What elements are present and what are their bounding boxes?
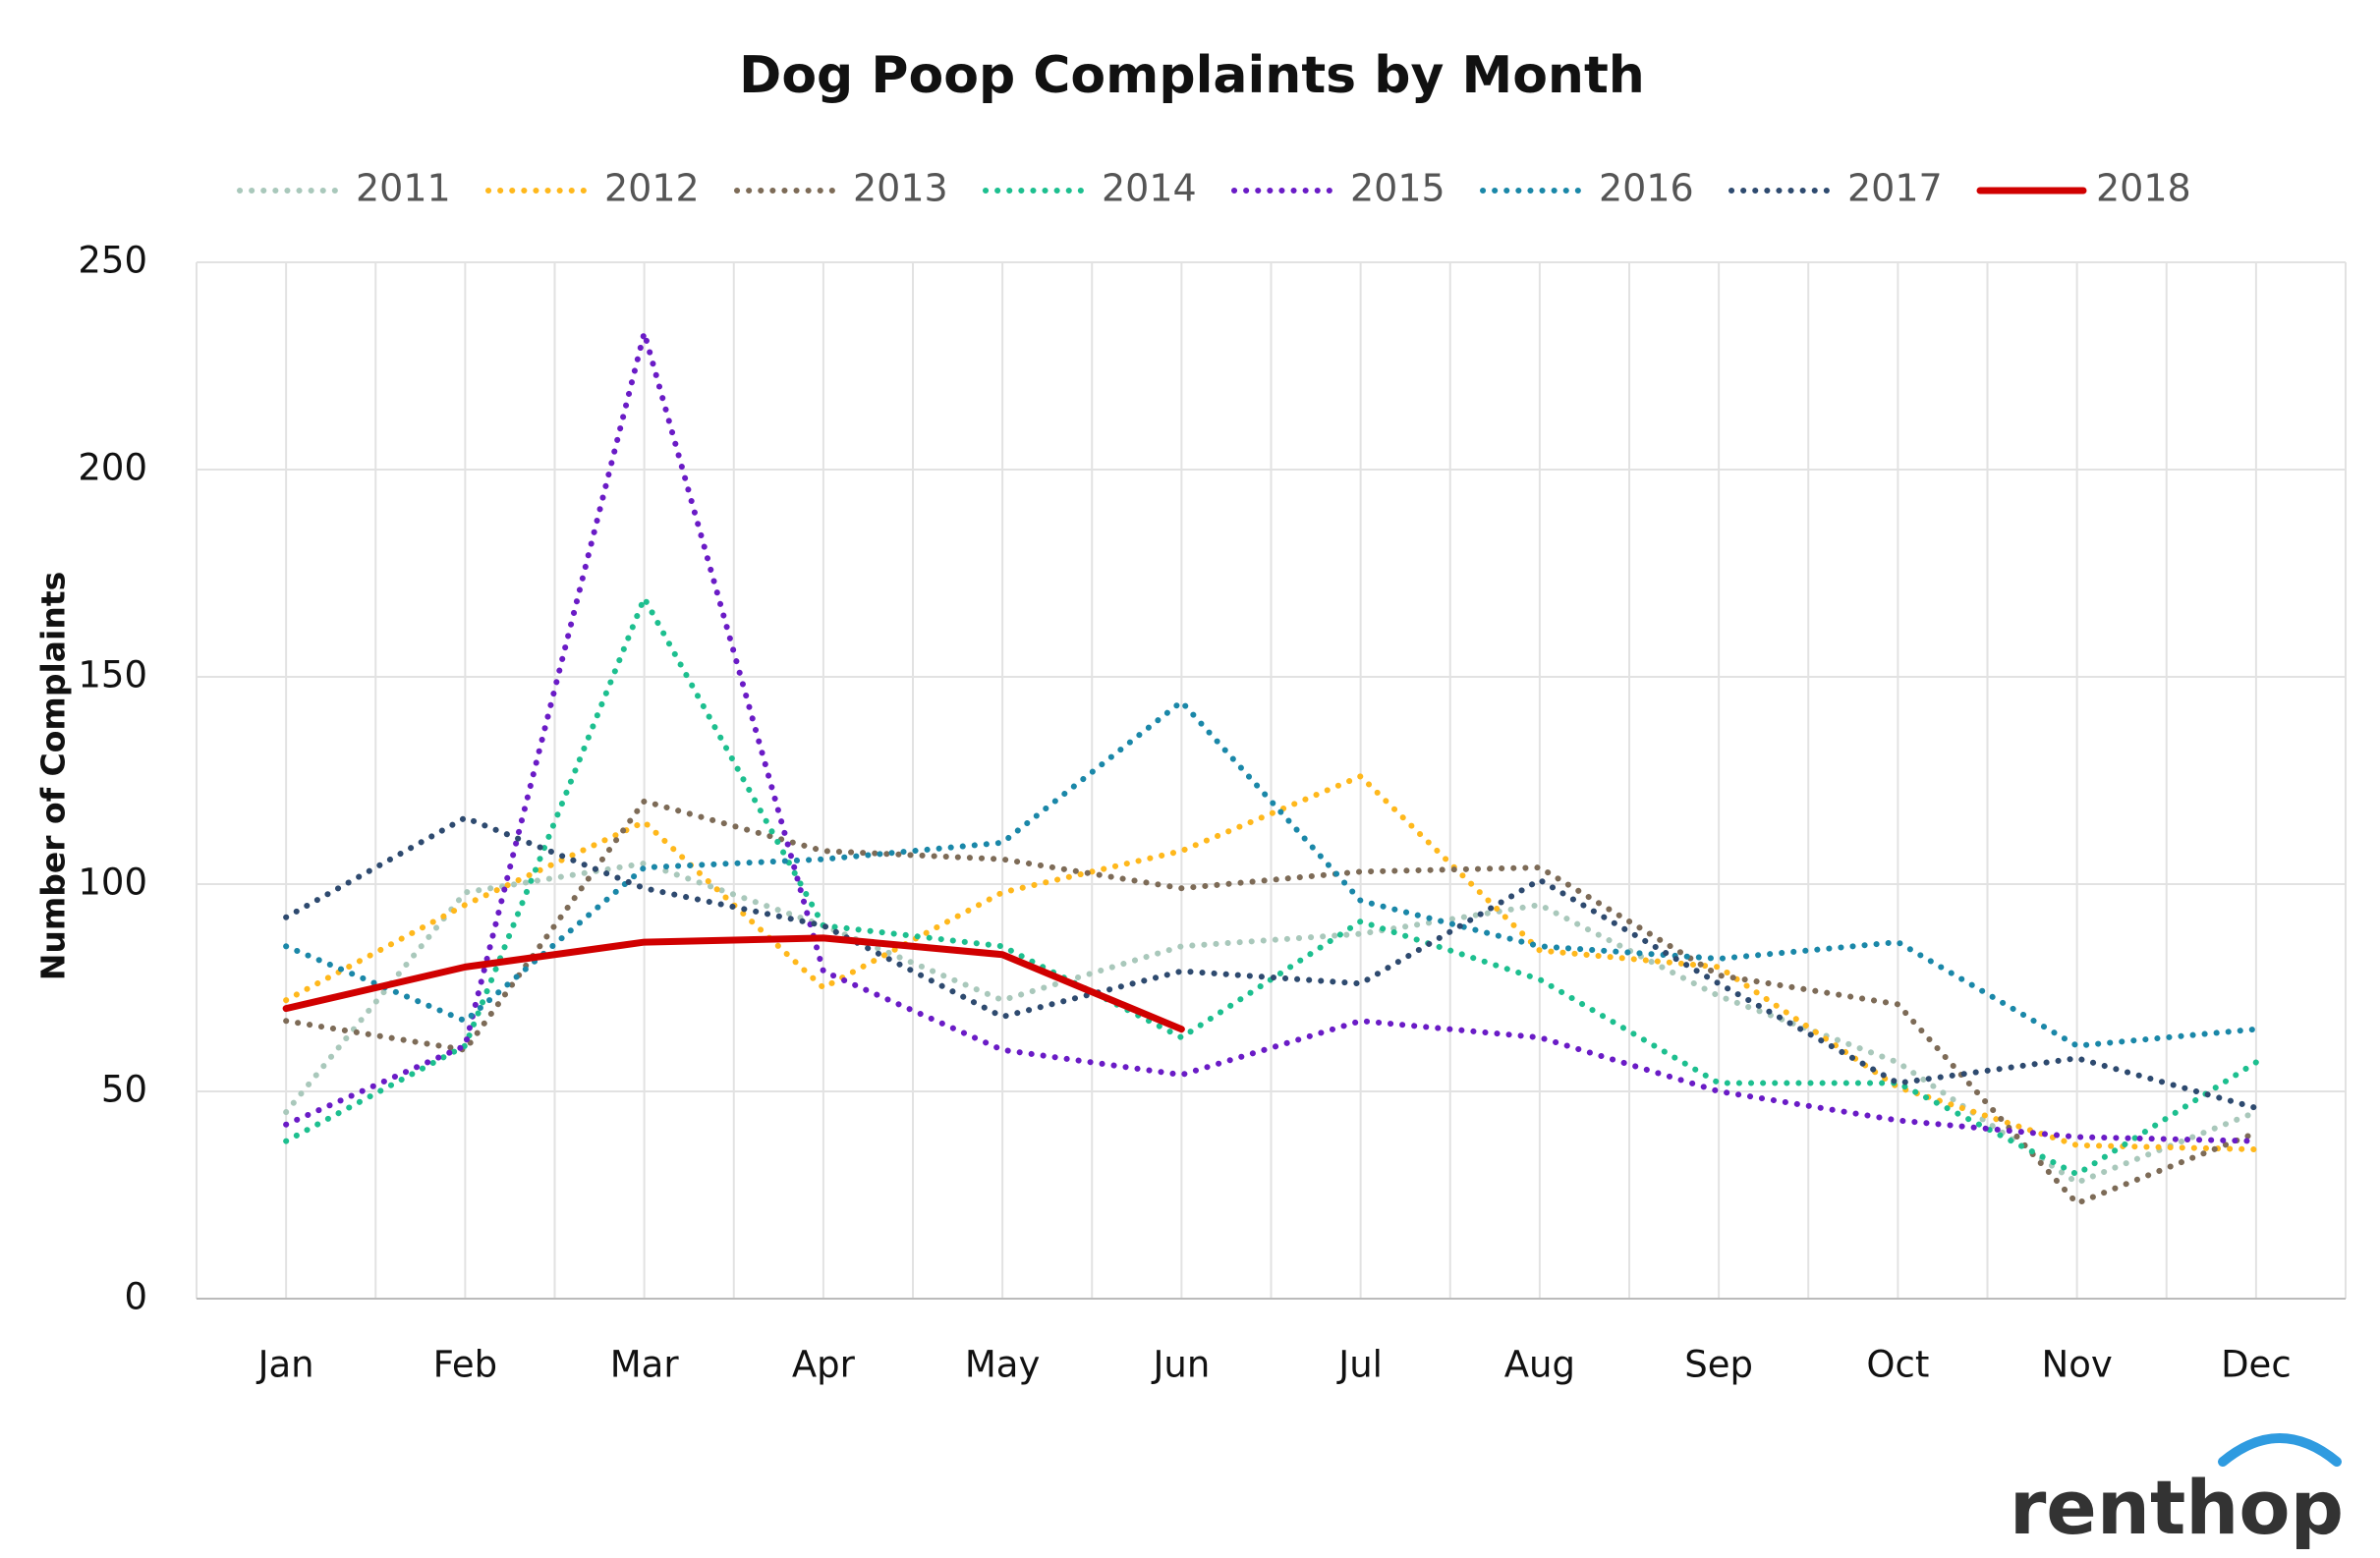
legend-label: 2012 — [604, 167, 700, 210]
series-line — [283, 321, 2259, 1144]
brand: renthop — [2010, 1464, 2344, 1551]
y-tick-label: 100 — [78, 862, 147, 904]
x-tick-label: Jul — [1336, 1344, 1383, 1386]
legend-label: 2011 — [356, 167, 451, 210]
series-line — [282, 934, 1185, 1033]
x-tick-label: Aug — [1504, 1344, 1575, 1386]
legend-label: 2015 — [1350, 167, 1445, 210]
logo-arc — [2218, 1433, 2342, 1467]
legend-label: 2014 — [1102, 167, 1197, 210]
x-tick-label: Jun — [1151, 1344, 1210, 1386]
x-tick-label: Apr — [792, 1344, 856, 1386]
x-tick-label: Sep — [1684, 1344, 1753, 1386]
y-tick-label: 50 — [101, 1069, 147, 1111]
legend-label: 2016 — [1599, 167, 1694, 210]
series-line — [283, 798, 2259, 1207]
x-tick-label: Mar — [610, 1344, 680, 1386]
y-tick-label: 150 — [78, 654, 147, 696]
chart-title: Dog Poop Complaints by Month — [739, 46, 1645, 105]
x-tick-label: Oct — [1866, 1344, 1929, 1386]
legend-label: 2017 — [1847, 167, 1943, 210]
y-axis-label: Number of Complaints — [34, 572, 73, 980]
x-tick-label: Nov — [2042, 1344, 2113, 1386]
series-line — [283, 697, 2259, 1049]
y-tick-label: 200 — [78, 447, 147, 489]
x-tick-label: Feb — [433, 1344, 498, 1386]
series-line — [283, 814, 2259, 1111]
y-tick-label: 0 — [124, 1276, 147, 1318]
x-tick-label: May — [965, 1344, 1041, 1386]
x-tick-label: Dec — [2221, 1344, 2292, 1386]
legend-label: 2013 — [853, 167, 948, 210]
y-tick-label: 250 — [78, 240, 147, 282]
series-line — [283, 590, 2259, 1178]
legend-label: 2018 — [2096, 167, 2191, 210]
x-tick-label: Jan — [256, 1344, 314, 1386]
